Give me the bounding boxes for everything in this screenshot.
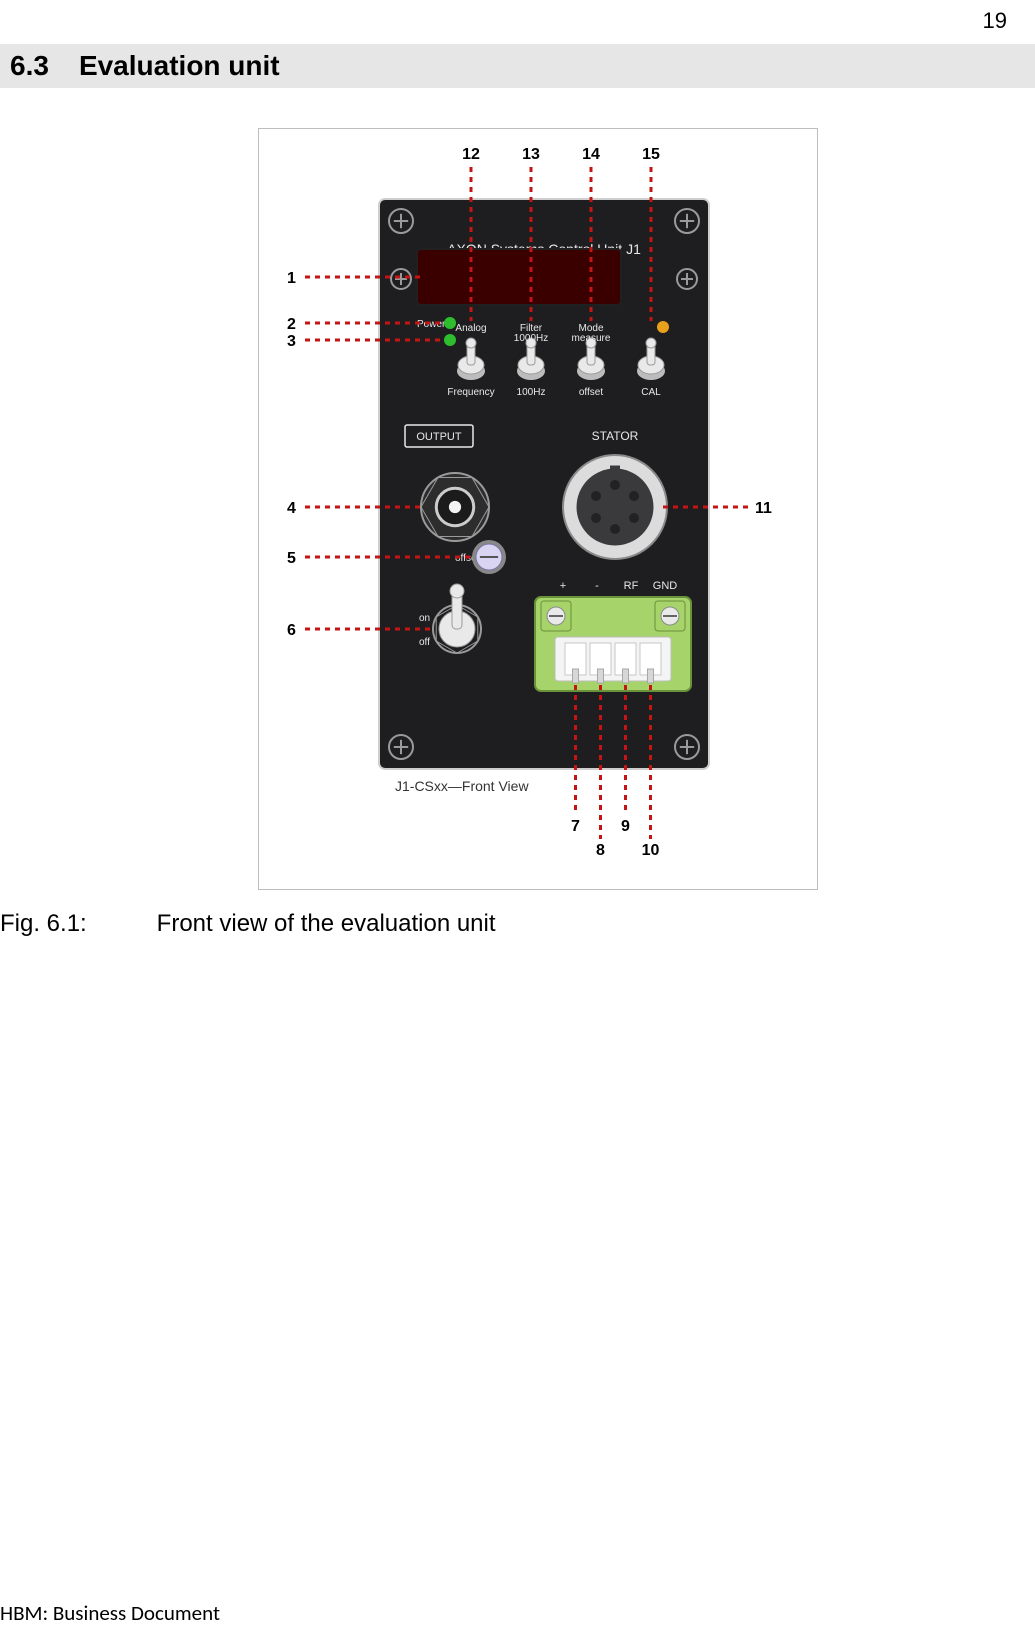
svg-text:RF: RF (624, 580, 639, 592)
section-number: 6.3 (10, 50, 49, 82)
figure-ref: Fig. 6.1: (0, 910, 150, 938)
svg-text:on: on (419, 613, 430, 624)
svg-text:GND: GND (653, 580, 678, 592)
figure-svg: AXON Systems Control Unit J1PowerAnalogF… (259, 129, 817, 889)
svg-text:+: + (560, 580, 566, 592)
page-number: 19 (983, 8, 1007, 34)
svg-text:6: 6 (287, 622, 296, 639)
svg-text:CAL: CAL (641, 387, 661, 398)
svg-text:-: - (595, 580, 599, 592)
svg-text:7: 7 (571, 818, 580, 835)
svg-text:J1-CSxx—Front View: J1-CSxx—Front View (395, 778, 529, 794)
figure-box: AXON Systems Control Unit J1PowerAnalogF… (258, 128, 818, 890)
document-footer: HBM: Business Document (0, 1600, 220, 1626)
svg-text:4: 4 (287, 500, 296, 517)
svg-text:off: off (419, 637, 430, 648)
svg-text:10: 10 (642, 842, 660, 859)
svg-text:1000Hz: 1000Hz (514, 333, 548, 344)
svg-text:5: 5 (287, 550, 296, 567)
svg-text:STATOR: STATOR (592, 429, 639, 443)
svg-text:11: 11 (755, 500, 772, 517)
svg-text:2: 2 (287, 316, 296, 333)
svg-text:15: 15 (642, 146, 660, 163)
section-heading-bar: 6.3 Evaluation unit (0, 44, 1035, 88)
figure-caption: Front view of the evaluation unit (157, 910, 496, 937)
svg-text:100Hz: 100Hz (517, 387, 546, 398)
section-title: Evaluation unit (79, 50, 280, 82)
svg-text:Frequency: Frequency (447, 387, 494, 398)
svg-text:Analog: Analog (455, 323, 486, 334)
svg-text:9: 9 (621, 818, 630, 835)
svg-text:12: 12 (462, 146, 480, 163)
document-page: 19 6.3 Evaluation unit AXON Systems Cont… (0, 0, 1035, 1648)
svg-text:14: 14 (582, 146, 600, 163)
svg-text:measure: measure (572, 333, 611, 344)
svg-text:offset: offset (579, 387, 603, 398)
svg-text:Power: Power (417, 319, 446, 330)
svg-text:3: 3 (287, 333, 296, 350)
svg-text:OUTPUT: OUTPUT (416, 431, 462, 443)
svg-text:8: 8 (596, 842, 605, 859)
figure-caption-row: Fig. 6.1: Front view of the evaluation u… (0, 910, 496, 938)
svg-text:13: 13 (522, 146, 540, 163)
svg-text:1: 1 (287, 270, 296, 287)
